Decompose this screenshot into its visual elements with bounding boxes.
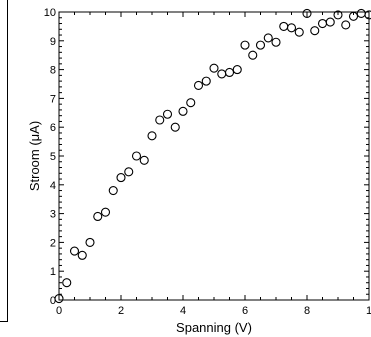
x-tick-label: 0 xyxy=(56,305,62,317)
data-point xyxy=(139,155,149,165)
data-point xyxy=(302,8,312,18)
y-tick-label: 5 xyxy=(50,151,56,163)
y-axis-ticks: 0 1 2 3 4 5 6 7 8 9 10 xyxy=(44,7,369,307)
data-point xyxy=(271,37,281,47)
data-point xyxy=(286,23,297,33)
data-point xyxy=(54,294,64,304)
data-point xyxy=(348,11,359,21)
y-tick-label: 4 xyxy=(50,180,56,192)
x-axis-label: Spanning (V) xyxy=(176,320,252,335)
left-panel-frame xyxy=(0,0,8,322)
plot-frame xyxy=(58,11,370,301)
y-tick-label: 10 xyxy=(44,7,56,19)
data-point xyxy=(155,115,165,125)
x-tick-label: 6 xyxy=(242,305,248,317)
data-point xyxy=(108,186,118,196)
y-tick-label: 7 xyxy=(50,93,56,105)
data-point xyxy=(209,63,219,73)
data-point xyxy=(240,40,250,50)
y-tick-label: 2 xyxy=(50,237,56,249)
data-point xyxy=(217,69,227,79)
x-tick-label: 4 xyxy=(180,305,186,317)
data-point xyxy=(178,106,188,116)
x-tick-label: 1 xyxy=(366,305,371,317)
data-point xyxy=(279,21,289,31)
x-tick-label: 2 xyxy=(118,305,124,317)
data-point xyxy=(364,10,371,20)
data-point xyxy=(85,237,95,247)
data-point xyxy=(356,8,366,18)
data-point xyxy=(232,65,242,75)
y-tick-label: 6 xyxy=(50,122,56,134)
data-point xyxy=(255,40,266,50)
y-tick-label: 1 xyxy=(50,266,56,278)
data-point xyxy=(93,211,103,222)
y-tick-label: 9 xyxy=(50,36,56,48)
data-point xyxy=(201,76,211,86)
x-axis-ticks: 0 2 4 6 8 1 xyxy=(56,12,371,317)
data-point xyxy=(333,10,343,20)
data-point xyxy=(248,50,258,60)
data-point xyxy=(170,122,180,132)
data-point xyxy=(186,98,196,108)
data-point xyxy=(310,26,320,36)
data-point xyxy=(162,109,173,119)
data-point xyxy=(193,80,204,90)
data-point xyxy=(62,278,72,288)
y-axis-label: Stroom (μA) xyxy=(27,121,42,191)
data-point xyxy=(116,173,126,183)
data-point xyxy=(69,246,80,256)
data-points xyxy=(54,8,371,304)
y-tick-label: 8 xyxy=(50,65,56,77)
data-point xyxy=(77,250,87,260)
plot-area-border xyxy=(58,11,370,301)
data-point xyxy=(147,131,157,141)
y-tick-label: 0 xyxy=(50,295,56,307)
x-tick-label: 8 xyxy=(304,305,310,317)
data-point xyxy=(100,207,111,217)
data-point xyxy=(325,17,335,27)
data-point xyxy=(341,20,351,30)
data-point xyxy=(224,67,235,78)
data-point xyxy=(131,151,142,161)
data-point xyxy=(317,18,328,29)
data-point xyxy=(263,33,273,43)
data-point xyxy=(124,167,134,177)
data-point xyxy=(294,27,304,37)
y-tick-label: 3 xyxy=(50,209,56,221)
